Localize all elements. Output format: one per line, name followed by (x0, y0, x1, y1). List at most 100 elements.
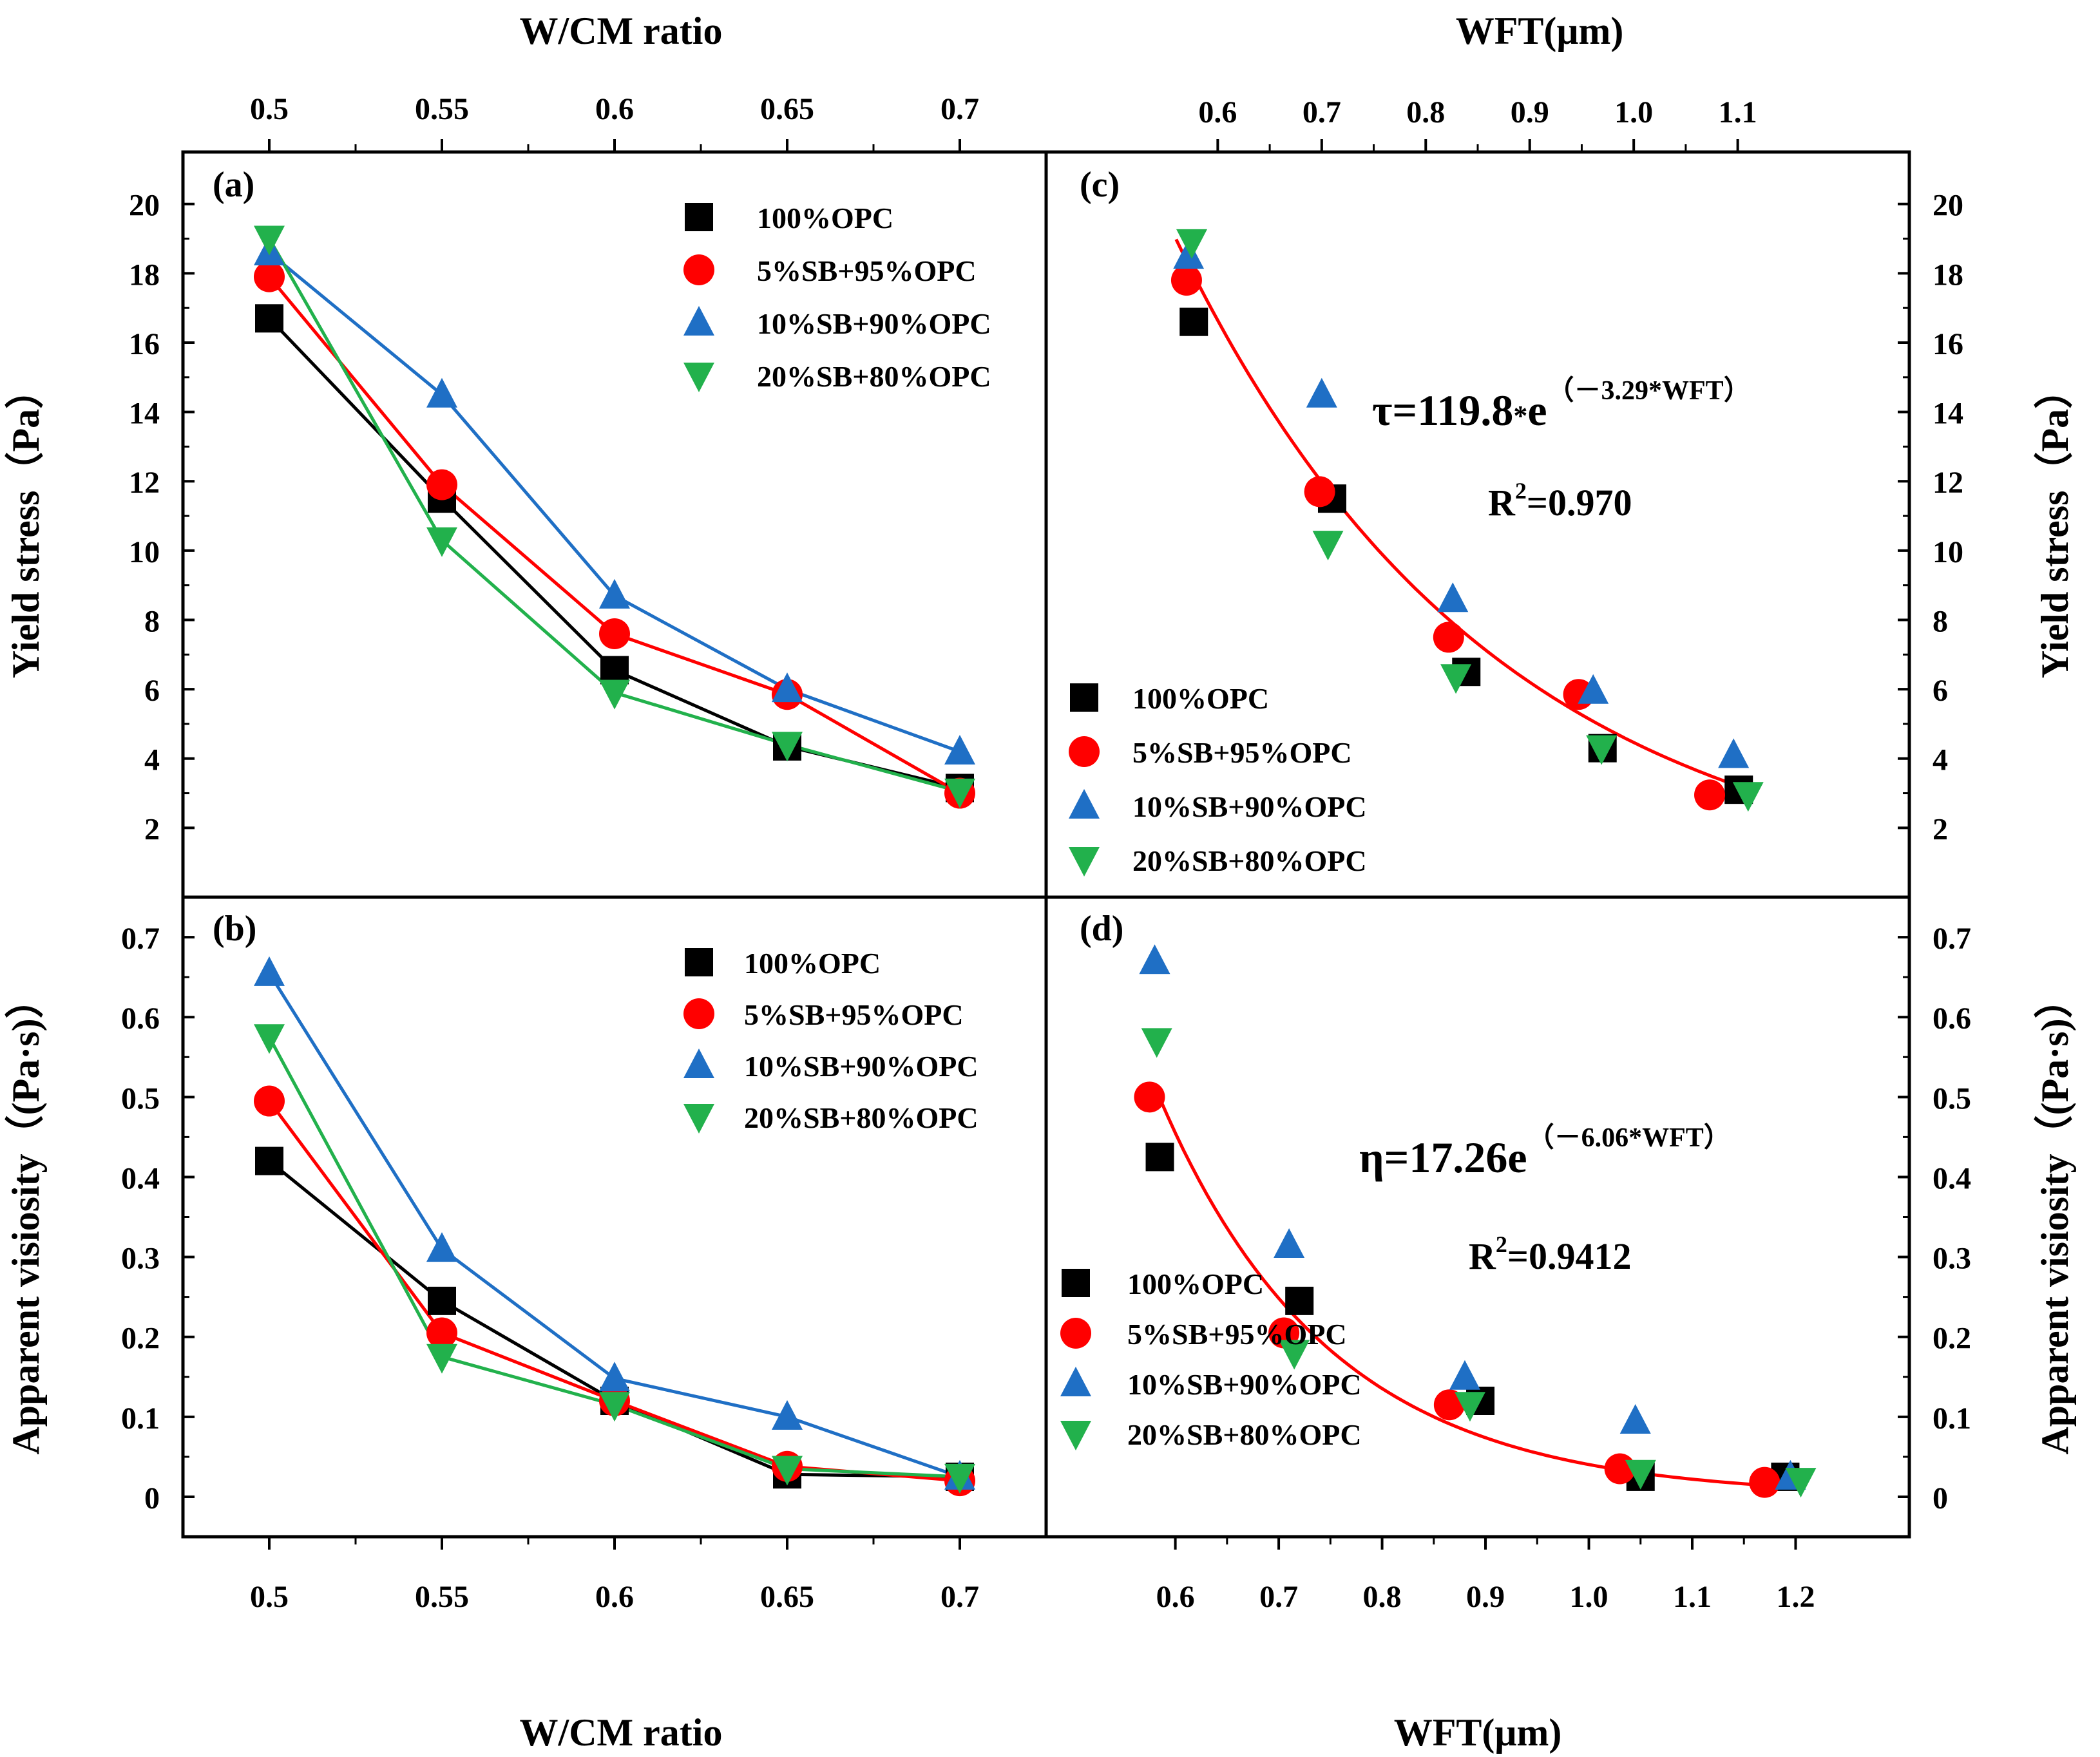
panel-a: (a) 2 4 6 8 10 12 14 16 18 20 0.5 0.55 0.6 0.65 0.7 100%… (129, 92, 991, 846)
y-tick-label: 12 (129, 466, 160, 500)
x-tick-label: 1.1 (1719, 95, 1757, 129)
legend-label: 20%SB+80%OPC (757, 360, 991, 393)
data-point (254, 1024, 285, 1054)
equation-e: e (1527, 386, 1547, 435)
equation-lhs: τ=119.8 (1372, 386, 1513, 435)
r2-prefix: R (1469, 1235, 1496, 1277)
y-tick-label: 8 (1933, 604, 1948, 638)
data-point (1279, 1340, 1310, 1370)
y-tick-label: 16 (1933, 327, 1963, 361)
panel-label: (d) (1080, 909, 1123, 949)
legend-marker (1070, 683, 1098, 712)
fit-curve (1158, 1097, 1791, 1489)
data-point (1312, 531, 1344, 561)
x-tick-label: 0.6 (1156, 1580, 1195, 1614)
right-ylabel-top: Yield stress（Pa） (2033, 370, 2076, 678)
data-point (1749, 1467, 1780, 1498)
legend-marker (683, 1049, 714, 1078)
bottom-axis-left-title: W/CM ratio (520, 1711, 723, 1754)
x-tick-label: 0.9 (1466, 1580, 1505, 1614)
y-tick-label: 14 (1933, 397, 1963, 431)
legend-marker (683, 998, 714, 1029)
legend-marker (683, 306, 714, 336)
data-point (254, 1085, 285, 1117)
legend-marker (683, 363, 714, 392)
data-point (426, 1344, 457, 1374)
data-point (1718, 738, 1750, 768)
data-point (1304, 476, 1335, 508)
data-point (1440, 664, 1472, 694)
y-tick-label: 20 (129, 189, 160, 223)
top-axis-left-title: W/CM ratio (520, 10, 723, 52)
data-point (599, 1362, 630, 1392)
y-tick-label: 0 (144, 1481, 160, 1515)
data-point (944, 1463, 975, 1494)
data-point (1732, 782, 1764, 812)
y-tick-label: 0.7 (1933, 922, 1971, 956)
y-tick-label: 2 (144, 812, 160, 846)
x-tick-label: 0.9 (1511, 95, 1549, 129)
panel-c: (c) 2 4 6 8 10 12 14 16 18 20 0.6 0.7 0.8 0.9 1.0 1.1 100… (1069, 95, 1963, 877)
legend-label: 10%SB+90%OPC (744, 1050, 978, 1083)
legend-label: 100%OPC (757, 202, 893, 234)
data-point (1176, 229, 1208, 259)
data-point (1785, 1468, 1817, 1498)
legend-marker (1069, 789, 1100, 819)
legend-marker (1062, 1269, 1090, 1297)
data-point (426, 469, 457, 500)
equation-exponent: （－3.29*WFT） (1547, 375, 1751, 406)
data-point (772, 672, 803, 703)
data-point (426, 1232, 457, 1262)
series-line (267, 1100, 960, 1483)
y-tick-label: 0.7 (121, 922, 160, 956)
y-tick-label: 0.5 (121, 1081, 160, 1116)
legend-label: 20%SB+80%OPC (1127, 1418, 1362, 1451)
x-tick-label: 0.7 (940, 92, 979, 126)
y-tick-label: 0.2 (121, 1322, 160, 1356)
data-point (599, 618, 630, 650)
data-point (1145, 1143, 1174, 1172)
data-point (1134, 1081, 1165, 1113)
x-tick-label: 0.65 (760, 92, 814, 126)
data-point (772, 1400, 803, 1430)
data-point (772, 732, 803, 762)
y-tick-label: 0.6 (121, 1002, 160, 1036)
r2-value: =0.970 (1527, 482, 1632, 524)
legend-marker (683, 254, 714, 285)
x-tick-label: 1.1 (1673, 1580, 1712, 1614)
data-point (772, 1456, 803, 1486)
data-point (1578, 674, 1609, 704)
data-point (426, 527, 457, 557)
legend-marker (1060, 1421, 1091, 1450)
data-point (254, 261, 285, 292)
legend-label: 20%SB+80%OPC (1132, 844, 1367, 877)
data-point (1433, 1389, 1465, 1421)
x-tick-label: 0.55 (415, 92, 469, 126)
legend-label: 100%OPC (1127, 1268, 1264, 1300)
y-tick-label: 4 (144, 743, 160, 777)
legend-label: 10%SB+90%OPC (1127, 1368, 1362, 1401)
legend-marker (1060, 1367, 1091, 1396)
data-point (254, 225, 285, 256)
equation-e: e (1507, 1133, 1527, 1182)
r2-superscript: 2 (1496, 1231, 1507, 1257)
y-tick-label: 0.5 (1933, 1081, 1971, 1116)
legend-label: 10%SB+90%OPC (1132, 790, 1367, 823)
data-point (1619, 1404, 1651, 1434)
legend-label: 10%SB+90%OPC (757, 307, 991, 340)
y-tick-label: 4 (1933, 743, 1948, 777)
data-point (1437, 582, 1469, 613)
data-point (1454, 1392, 1485, 1422)
data-point (254, 956, 285, 986)
data-point (255, 1146, 283, 1175)
x-tick-label: 0.6 (595, 92, 634, 126)
right-ylabel-bottom: Apparent visiosity（(Pa·s)） (2033, 980, 2076, 1454)
y-tick-label: 0 (1933, 1481, 1948, 1515)
legend-label: 5%SB+95%OPC (1132, 736, 1352, 769)
data-point (599, 679, 630, 710)
legend-label: 100%OPC (744, 947, 881, 980)
data-point (426, 1317, 457, 1349)
r2-prefix: R (1488, 482, 1516, 524)
legend-marker (683, 1104, 714, 1134)
